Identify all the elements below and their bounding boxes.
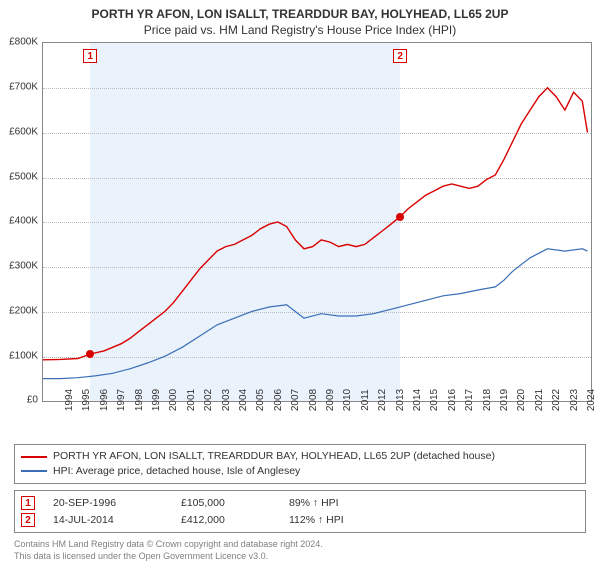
y-tick-label: £300K — [9, 261, 38, 272]
y-tick-label: £600K — [9, 126, 38, 137]
series-line — [43, 249, 588, 379]
sale-marker-dot — [396, 213, 404, 221]
footnote: Contains HM Land Registry data © Crown c… — [14, 539, 586, 562]
series-line — [43, 88, 588, 360]
sale-id-box: 2 — [21, 513, 35, 527]
sale-marker-box: 2 — [393, 49, 407, 63]
chart-title: PORTH YR AFON, LON ISALLT, TREARDDUR BAY… — [0, 6, 600, 22]
sales-row: 2 14-JUL-2014 £412,000 112% ↑ HPI — [21, 512, 579, 529]
sale-hpi: 89% ↑ HPI — [289, 495, 389, 512]
sale-price: £412,000 — [181, 512, 271, 529]
footnote-line: Contains HM Land Registry data © Crown c… — [14, 539, 586, 551]
sale-price: £105,000 — [181, 495, 271, 512]
sales-table: 1 20-SEP-1996 £105,000 89% ↑ HPI 2 14-JUL-201… — [14, 490, 586, 534]
chart-titles: PORTH YR AFON, LON ISALLT, TREARDDUR BAY… — [0, 0, 600, 38]
y-tick-label: £800K — [9, 37, 38, 48]
legend-row: HPI: Average price, detached house, Isle… — [21, 464, 579, 479]
y-tick-label: £700K — [9, 82, 38, 93]
sale-id-box: 1 — [21, 496, 35, 510]
sales-row: 1 20-SEP-1996 £105,000 89% ↑ HPI — [21, 495, 579, 512]
legend: PORTH YR AFON, LON ISALLT, TREARDDUR BAY… — [14, 444, 586, 483]
legend-label: HPI: Average price, detached house, Isle… — [53, 464, 300, 479]
sale-marker-box: 1 — [83, 49, 97, 63]
legend-row: PORTH YR AFON, LON ISALLT, TREARDDUR BAY… — [21, 449, 579, 464]
x-axis-labels: 1994199519961997199819992000200120022003… — [42, 400, 592, 440]
legend-swatch — [21, 456, 47, 458]
y-tick-label: £500K — [9, 171, 38, 182]
legend-label: PORTH YR AFON, LON ISALLT, TREARDDUR BAY… — [53, 449, 495, 464]
sale-hpi: 112% ↑ HPI — [289, 512, 389, 529]
chart-plot-area: 12 — [42, 42, 592, 402]
sale-marker-dot — [86, 350, 94, 358]
y-tick-label: £100K — [9, 350, 38, 361]
chart-subtitle: Price paid vs. HM Land Registry's House … — [0, 22, 600, 38]
y-tick-label: £400K — [9, 216, 38, 227]
legend-swatch — [21, 470, 47, 472]
sale-date: 20-SEP-1996 — [53, 495, 163, 512]
footnote-line: This data is licensed under the Open Gov… — [14, 551, 586, 563]
sale-date: 14-JUL-2014 — [53, 512, 163, 529]
chart-lines — [43, 43, 591, 401]
y-axis-labels: £0£100K£200K£300K£400K£500K£600K£700K£80… — [0, 42, 40, 400]
y-tick-label: £200K — [9, 305, 38, 316]
y-tick-label: £0 — [27, 395, 38, 406]
